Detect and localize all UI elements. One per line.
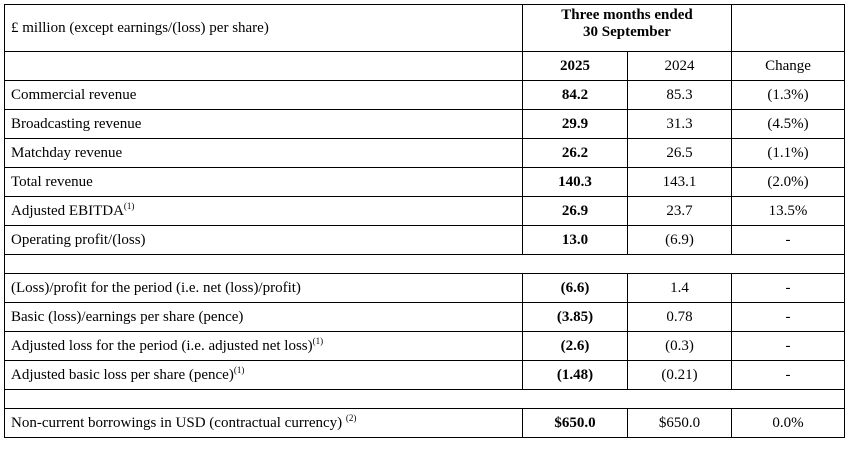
value-current: 84.2 <box>522 80 628 110</box>
unit-label: £ million (except earnings/(loss) per sh… <box>4 4 523 52</box>
row-label-text: Broadcasting revenue <box>11 115 142 132</box>
col-header-change: Change <box>731 51 845 81</box>
value-current: 13.0 <box>522 225 628 255</box>
row-label-text: Basic (loss)/earnings per share (pence) <box>11 308 244 325</box>
value-change: - <box>731 302 845 332</box>
value-change: 0.0% <box>731 408 845 438</box>
spacer-cell <box>4 254 845 274</box>
value-prior: $650.0 <box>627 408 732 438</box>
table-row: Matchday revenue 26.2 26.5 (1.1%) <box>4 138 845 168</box>
header-blank-label-cell <box>4 51 523 81</box>
value-prior: 0.78 <box>627 302 732 332</box>
value-current: (6.6) <box>522 273 628 303</box>
row-label-text: Matchday revenue <box>11 144 123 161</box>
financial-summary-table: £ million (except earnings/(loss) per sh… <box>4 4 845 438</box>
value-prior: 31.3 <box>627 109 732 139</box>
table-row: Broadcasting revenue 29.9 31.3 (4.5%) <box>4 109 845 139</box>
row-label: Commercial revenue <box>4 80 523 110</box>
value-prior: 85.3 <box>627 80 732 110</box>
row-label-text: Adjusted EBITDA <box>11 202 124 219</box>
period-line-1: Three months ended <box>561 7 693 23</box>
value-prior: (6.9) <box>627 225 732 255</box>
row-label: Matchday revenue <box>4 138 523 168</box>
row-label: Broadcasting revenue <box>4 109 523 139</box>
value-change: (1.3%) <box>731 80 845 110</box>
value-current: 140.3 <box>522 167 628 197</box>
row-label: Adjusted loss for the period (i.e. adjus… <box>4 331 523 361</box>
value-change: - <box>731 360 845 390</box>
header-row-period: £ million (except earnings/(loss) per sh… <box>4 4 845 52</box>
table-row: Commercial revenue 84.2 85.3 (1.3%) <box>4 80 845 110</box>
footnote-marker: (1) <box>312 335 324 346</box>
table-row: Adjusted loss for the period (i.e. adjus… <box>4 331 845 361</box>
footnote-marker: (2) <box>345 412 357 423</box>
row-label: Adjusted basic loss per share (pence)(1) <box>4 360 523 390</box>
value-current: (2.6) <box>522 331 628 361</box>
spacer-row <box>4 389 845 409</box>
value-current: $650.0 <box>522 408 628 438</box>
col-header-prior-year: 2024 <box>627 51 732 81</box>
value-prior: 143.1 <box>627 167 732 197</box>
row-label-text: Adjusted basic loss per share (pence) <box>11 366 234 383</box>
row-label: Operating profit/(loss) <box>4 225 523 255</box>
row-label-text: Operating profit/(loss) <box>11 231 146 248</box>
table-row: Total revenue 140.3 143.1 (2.0%) <box>4 167 845 197</box>
row-label-text: Non-current borrowings in USD (contractu… <box>11 414 346 431</box>
col-header-current-year: 2025 <box>522 51 628 81</box>
row-label-text: (Loss)/profit for the period (i.e. net (… <box>11 279 301 296</box>
row-label: (Loss)/profit for the period (i.e. net (… <box>4 273 523 303</box>
table-row: Basic (loss)/earnings per share (pence) (… <box>4 302 845 332</box>
value-prior: (0.3) <box>627 331 732 361</box>
header-blank-cell <box>731 4 845 52</box>
value-prior: 1.4 <box>627 273 732 303</box>
value-change: - <box>731 273 845 303</box>
table-row: Non-current borrowings in USD (contractu… <box>4 408 845 438</box>
row-label: Adjusted EBITDA(1) <box>4 196 523 226</box>
value-prior: 26.5 <box>627 138 732 168</box>
spacer-row <box>4 254 845 274</box>
value-change: (1.1%) <box>731 138 845 168</box>
period-line-2: 30 September <box>583 24 671 40</box>
row-label-text: Adjusted loss for the period (i.e. adjus… <box>11 337 313 354</box>
value-current: 26.2 <box>522 138 628 168</box>
header-row-years: 2025 2024 Change <box>4 51 845 81</box>
value-change: (2.0%) <box>731 167 845 197</box>
row-label: Basic (loss)/earnings per share (pence) <box>4 302 523 332</box>
value-current: (1.48) <box>522 360 628 390</box>
value-change: - <box>731 331 845 361</box>
value-change: 13.5% <box>731 196 845 226</box>
footnote-marker: (1) <box>123 200 135 211</box>
row-label: Non-current borrowings in USD (contractu… <box>4 408 523 438</box>
footnote-marker: (1) <box>233 364 245 375</box>
row-label-text: Commercial revenue <box>11 86 137 103</box>
table-row: (Loss)/profit for the period (i.e. net (… <box>4 273 845 303</box>
value-current: 29.9 <box>522 109 628 139</box>
table-row: Adjusted EBITDA(1) 26.9 23.7 13.5% <box>4 196 845 226</box>
table-row: Adjusted basic loss per share (pence)(1)… <box>4 360 845 390</box>
table-row: Operating profit/(loss) 13.0 (6.9) - <box>4 225 845 255</box>
value-change: - <box>731 225 845 255</box>
value-current: (3.85) <box>522 302 628 332</box>
value-prior: 23.7 <box>627 196 732 226</box>
value-change: (4.5%) <box>731 109 845 139</box>
spacer-cell <box>4 389 845 409</box>
period-header: Three months ended 30 September <box>522 4 732 52</box>
value-current: 26.9 <box>522 196 628 226</box>
value-prior: (0.21) <box>627 360 732 390</box>
row-label: Total revenue <box>4 167 523 197</box>
row-label-text: Total revenue <box>11 173 93 190</box>
